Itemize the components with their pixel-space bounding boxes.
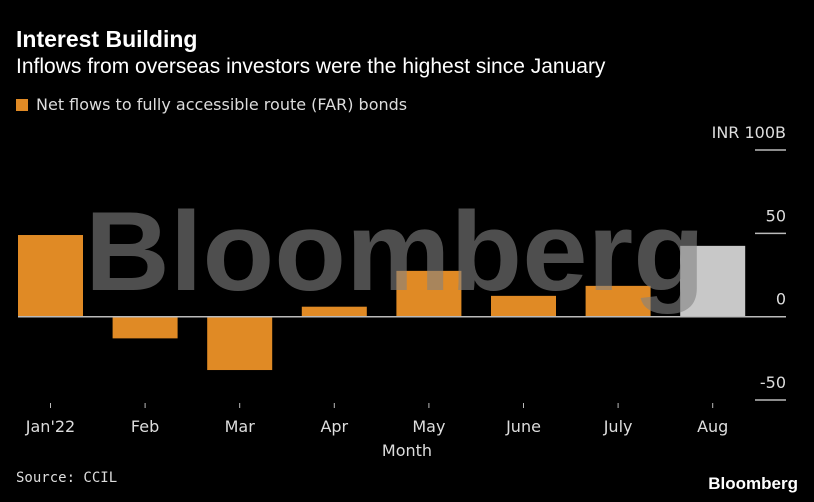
legend-swatch bbox=[16, 98, 28, 111]
bar-apr bbox=[301, 306, 367, 317]
brand-logo: Bloomberg bbox=[708, 474, 798, 493]
bar-june bbox=[491, 295, 556, 317]
bar-mar bbox=[207, 316, 273, 371]
bar-may bbox=[396, 270, 462, 317]
x-tick-label: Feb bbox=[131, 417, 159, 436]
chart-subtitle: Inflows from overseas investors were the… bbox=[16, 55, 606, 78]
x-tick-label: Aug bbox=[697, 417, 728, 436]
x-tick-label: June bbox=[505, 417, 541, 436]
x-tick-label: July bbox=[603, 417, 633, 436]
x-axis-title: Month bbox=[382, 441, 432, 460]
x-tick-label: Apr bbox=[320, 417, 348, 436]
legend-label: Net flows to fully accessible route (FAR… bbox=[36, 95, 408, 114]
y-tick-label: INR 100B bbox=[712, 123, 786, 142]
x-tick-label: Mar bbox=[225, 417, 256, 436]
watermark: Bloomberg bbox=[85, 189, 705, 314]
chart-title: Interest Building bbox=[16, 26, 198, 52]
x-tick-label: Jan'22 bbox=[25, 417, 75, 436]
bar-aug bbox=[680, 245, 746, 317]
y-tick-label: -50 bbox=[760, 373, 786, 392]
x-tick-label: May bbox=[412, 417, 445, 436]
legend: Net flows to fully accessible route (FAR… bbox=[16, 95, 407, 114]
y-tick-label: 0 bbox=[776, 290, 786, 309]
bar-feb bbox=[112, 316, 178, 339]
bar-july bbox=[585, 285, 651, 317]
source-note: Source: CCIL bbox=[16, 470, 118, 486]
y-tick-label: 50 bbox=[766, 206, 786, 225]
bar-jan22 bbox=[18, 235, 83, 317]
